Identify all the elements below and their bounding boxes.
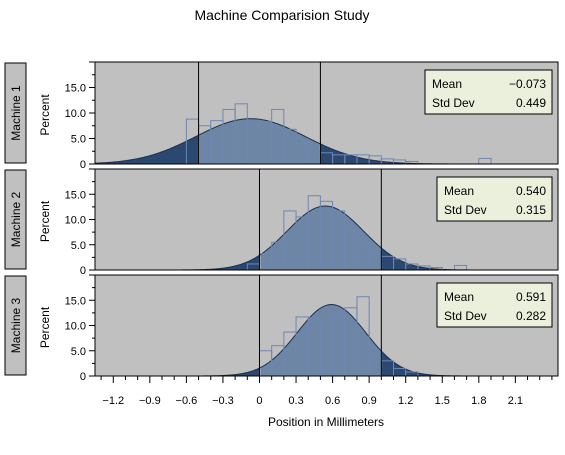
stats-inset: Mean 0.591 Std Dev 0.282 [436,282,553,328]
y-tick-label: 15.0 [65,189,86,201]
machine-label: Machine 3 [9,297,23,353]
stats-inset-box [436,176,553,222]
x-tick-label: 1.2 [398,395,413,407]
y-tick-label: 5.0 [71,346,86,358]
std-dev-value: 0.449 [516,96,546,110]
x-tick-label: 2.1 [508,395,523,407]
panel-1: 0 5.0 10.0 15.0 Percent Machine 1 Mean −0.073 St… [4,61,559,171]
x-tick-label: 1.5 [435,395,450,407]
stats-inset-box [436,282,553,328]
panel-3: 0 5.0 10.0 15.0 Percent Machine 3 Mean 0.591 Std… [4,274,559,383]
y-tick-label: 0 [80,265,86,277]
chart-title: Machine Comparision Study [194,7,369,23]
machine-label-box [4,169,27,270]
std-dev-value: 0.282 [516,309,546,323]
x-tick-label: 0.3 [288,395,303,407]
y-tick-label: 0 [80,371,86,383]
x-axis-label: Position in Millimeters [268,415,384,429]
y-tick-label: 10.0 [65,321,86,333]
panel-2: 0 5.0 10.0 15.0 Percent Machine 2 Mean 0.540 Std… [4,168,559,277]
curve-tail-left [95,255,260,270]
y-tick-label: 10.0 [65,108,86,120]
y-tick-label: 10.0 [65,215,86,227]
machine-label-box [4,275,27,376]
panels-layer: 0 5.0 10.0 15.0 Percent Machine 1 Mean −0.073 St… [4,61,559,383]
std-dev-label: Std Dev [432,96,475,110]
y-tick-label: 5.0 [71,134,86,146]
y-tick-label: 5.0 [71,240,86,252]
curve-tail-right [382,351,558,376]
y-tick-label: 0 [80,159,86,171]
x-tick-label: 0.9 [361,395,376,407]
x-tick-label: −0.9 [139,395,161,407]
x-tick-label: 0 [256,395,262,407]
y-axis-label: Percent [38,94,52,136]
mean-label: Mean [432,77,462,91]
y-tick-label: 15.0 [65,295,86,307]
x-tick-label: 1.8 [471,395,486,407]
stats-inset: Mean −0.073 Std Dev 0.449 [424,69,553,115]
mean-label: Mean [444,184,474,198]
stats-inset-box [424,69,553,115]
std-dev-label: Std Dev [444,309,487,323]
mean-label: Mean [444,290,474,304]
y-axis: 0 5.0 10.0 15.0 [65,61,95,171]
stats-inset: Mean 0.540 Std Dev 0.315 [436,176,553,222]
y-axis-label: Percent [38,306,52,348]
std-dev-value: 0.315 [516,203,546,217]
x-axis: −1.2 −0.9 −0.6 −0.3 0 0.3 0.6 0.9 1.2 1.5 1.8 2.1 [100,376,553,407]
curve-tail-right [382,248,558,270]
mean-value: −0.073 [509,77,546,91]
y-axis: 0 5.0 10.0 15.0 [65,274,95,383]
x-tick-label: −0.6 [176,395,198,407]
curve-tail-left [95,368,260,376]
y-axis-label: Percent [38,200,52,242]
x-tick-label: 0.6 [325,395,340,407]
curve-tail-left [95,135,199,164]
mean-value: 0.540 [516,184,546,198]
machine-label: Machine 1 [9,85,23,141]
machine-label-box [4,62,27,164]
mean-value: 0.591 [516,290,546,304]
std-dev-label: Std Dev [444,203,487,217]
machine-label: Machine 2 [9,191,23,247]
x-tick-label: −1.2 [102,395,124,407]
y-axis: 0 5.0 10.0 15.0 [65,168,95,277]
x-tick-label: −0.3 [212,395,234,407]
y-tick-label: 15.0 [65,83,86,95]
